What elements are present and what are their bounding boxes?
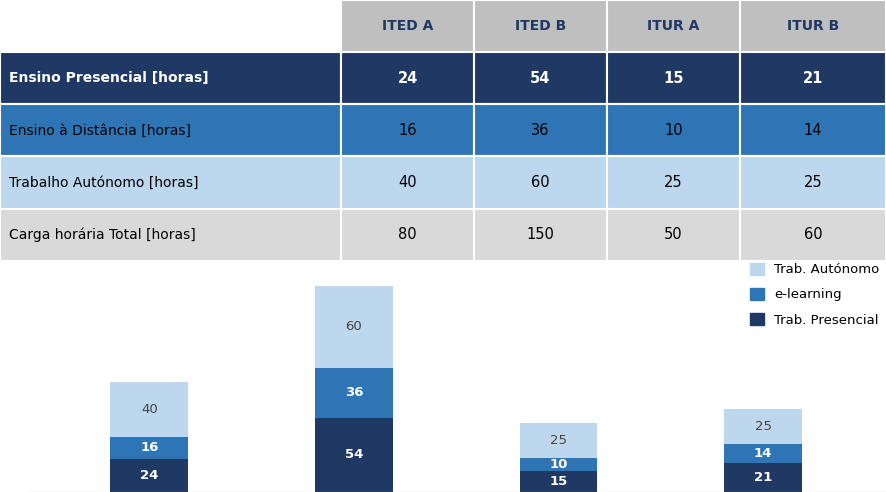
FancyBboxPatch shape: [607, 156, 740, 209]
Text: 25: 25: [804, 175, 822, 190]
Bar: [725, 444, 802, 463]
FancyBboxPatch shape: [740, 209, 886, 261]
Bar: [725, 409, 802, 444]
Text: 60: 60: [346, 320, 362, 333]
Text: 36: 36: [532, 123, 549, 138]
Text: 14: 14: [754, 447, 773, 460]
Bar: [520, 458, 597, 471]
FancyBboxPatch shape: [474, 209, 607, 261]
FancyBboxPatch shape: [341, 209, 474, 261]
Text: 10: 10: [549, 458, 568, 471]
Text: 10: 10: [664, 123, 683, 138]
Text: ITUR A: ITUR A: [647, 19, 700, 33]
Text: 54: 54: [531, 71, 550, 86]
Text: 150: 150: [526, 227, 555, 242]
FancyBboxPatch shape: [474, 104, 607, 156]
Bar: [315, 418, 392, 492]
Text: 40: 40: [141, 403, 158, 416]
FancyBboxPatch shape: [341, 0, 474, 52]
Bar: [520, 423, 597, 458]
FancyBboxPatch shape: [607, 104, 740, 156]
FancyBboxPatch shape: [607, 52, 740, 104]
FancyBboxPatch shape: [0, 156, 341, 209]
FancyBboxPatch shape: [607, 0, 740, 52]
Legend: Trab. Autónomo, e-learning, Trab. Presencial: Trab. Autónomo, e-learning, Trab. Presen…: [750, 263, 880, 327]
Text: 21: 21: [803, 71, 823, 86]
Text: 14: 14: [804, 123, 822, 138]
Text: Ensino Presencial [horas]: Ensino Presencial [horas]: [9, 71, 208, 85]
FancyBboxPatch shape: [474, 156, 607, 209]
FancyBboxPatch shape: [341, 104, 474, 156]
Text: Ensino à Distância [horas]: Ensino à Distância [horas]: [9, 123, 190, 137]
Bar: [725, 463, 802, 492]
Text: 25: 25: [550, 434, 567, 447]
FancyBboxPatch shape: [341, 156, 474, 209]
Text: 60: 60: [531, 175, 550, 190]
Text: 60: 60: [804, 227, 822, 242]
Text: 25: 25: [664, 175, 683, 190]
FancyBboxPatch shape: [740, 0, 886, 52]
Text: 16: 16: [140, 441, 159, 455]
Text: 36: 36: [345, 386, 363, 400]
Bar: [315, 285, 392, 368]
Text: 80: 80: [398, 227, 417, 242]
FancyBboxPatch shape: [0, 104, 341, 156]
Text: 15: 15: [663, 71, 684, 86]
Text: 21: 21: [754, 471, 773, 484]
FancyBboxPatch shape: [740, 52, 886, 104]
Text: ITUR B: ITUR B: [787, 19, 839, 33]
FancyBboxPatch shape: [0, 0, 341, 52]
Bar: [315, 368, 392, 418]
Text: 15: 15: [549, 475, 568, 488]
Text: 40: 40: [398, 175, 417, 190]
Text: 50: 50: [664, 227, 683, 242]
Bar: [111, 459, 188, 492]
FancyBboxPatch shape: [740, 156, 886, 209]
FancyBboxPatch shape: [607, 209, 740, 261]
Text: ITED B: ITED B: [515, 19, 566, 33]
Text: ITED A: ITED A: [382, 19, 433, 33]
Text: 25: 25: [755, 420, 772, 433]
Text: 24: 24: [398, 71, 417, 86]
FancyBboxPatch shape: [740, 104, 886, 156]
Text: 24: 24: [140, 469, 159, 482]
FancyBboxPatch shape: [474, 0, 607, 52]
Bar: [111, 437, 188, 459]
Bar: [520, 471, 597, 492]
Text: 54: 54: [345, 448, 363, 461]
Text: Trabalho Autónomo [horas]: Trabalho Autónomo [horas]: [9, 176, 198, 189]
FancyBboxPatch shape: [0, 209, 341, 261]
Bar: [111, 382, 188, 437]
FancyBboxPatch shape: [341, 52, 474, 104]
Text: 16: 16: [399, 123, 416, 138]
Text: Carga horária Total [horas]: Carga horária Total [horas]: [9, 227, 196, 242]
FancyBboxPatch shape: [0, 52, 341, 104]
FancyBboxPatch shape: [474, 52, 607, 104]
